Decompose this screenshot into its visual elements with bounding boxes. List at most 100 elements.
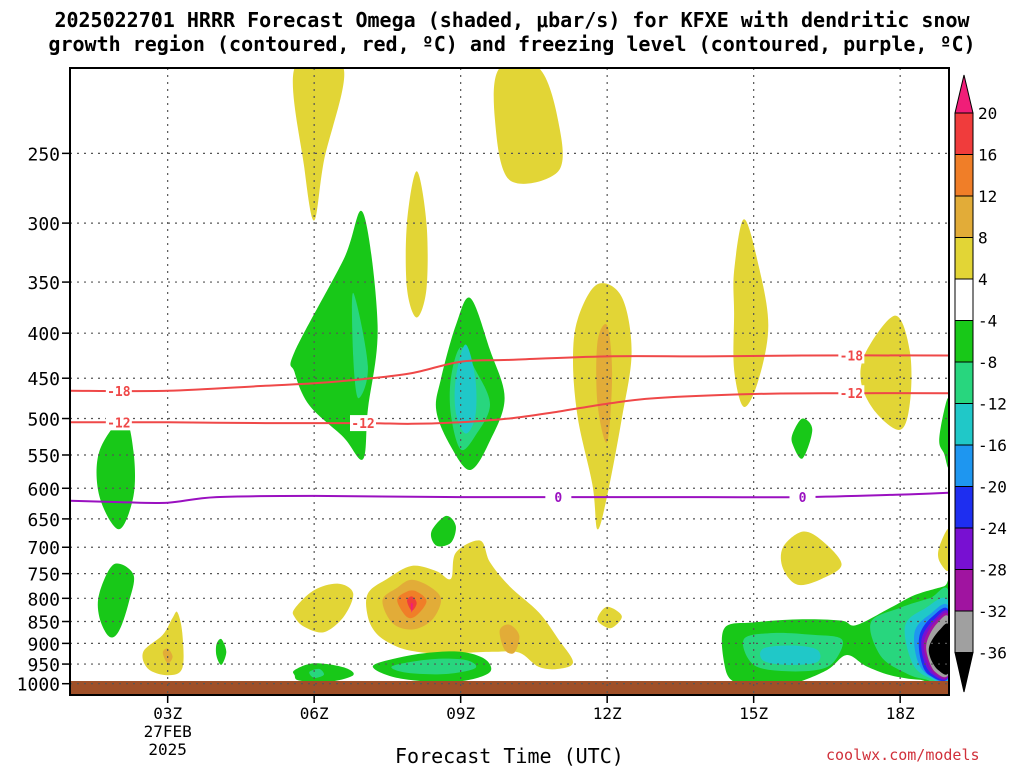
- x-tick-label-06Z: 06Z: [300, 704, 329, 723]
- ground-layer: [70, 681, 949, 695]
- y-tick-label-850: 850: [27, 613, 60, 634]
- omega-region-1: [493, 68, 563, 184]
- omega-region-9: [596, 323, 613, 443]
- chart-title-line-1: 2025022701 HRRR Forecast Omega (shaded, …: [54, 8, 970, 32]
- omega-region-16: [780, 531, 842, 586]
- omega-region-15: [938, 528, 949, 571]
- y-tick-label-900: 900: [27, 634, 60, 655]
- omega-region-22: [292, 583, 354, 633]
- y-tick-label-500: 500: [27, 410, 60, 431]
- colorbar-label-5: -4: [978, 312, 997, 331]
- omega-region-11: [860, 315, 912, 430]
- contour-label-1-2: -12: [840, 387, 863, 402]
- omega-shading: [96, 68, 949, 688]
- colorbar-label-0: 20: [978, 104, 997, 123]
- omega-region-3: [290, 210, 378, 460]
- omega-region-18: [97, 563, 135, 638]
- omega-region-31: [597, 606, 622, 629]
- omega-region-19: [142, 611, 184, 676]
- omega-region-10: [733, 219, 769, 408]
- y-tick-label-250: 250: [27, 144, 60, 165]
- contour-label-bg-2-0: [545, 489, 572, 506]
- contour-label-bg-0-0: [105, 382, 132, 399]
- omega-region-14: [939, 398, 949, 468]
- omega-region-0: [292, 68, 345, 221]
- y-tick-label-750: 750: [27, 565, 60, 586]
- y-tick-label-350: 350: [27, 273, 60, 294]
- colorbar-label-8: -16: [978, 436, 1007, 455]
- colorbar-band-11: [954, 527, 974, 570]
- colorbar-band-2: [954, 154, 974, 197]
- x-tick-label-03Z: 03Z: [153, 704, 182, 723]
- x-date-label: 27FEB: [144, 722, 192, 741]
- colorbar-label-13: -36: [978, 644, 1007, 663]
- contour-line-2: [70, 491, 949, 504]
- omega-region-29: [410, 602, 413, 613]
- colorbar-label-9: -20: [978, 478, 1007, 497]
- y-tick-label-400: 400: [27, 324, 60, 345]
- omega-region-4: [351, 292, 368, 399]
- omega-region-36: [760, 645, 821, 665]
- contour-label-bg-0-1: [838, 347, 865, 364]
- colorbar-band-12: [954, 569, 974, 612]
- plot-frame: [69, 67, 950, 696]
- y-tick-label-1000: 1000: [17, 675, 60, 696]
- y-tick-label-700: 700: [27, 538, 60, 559]
- contour-label-0-1: -18: [840, 349, 864, 364]
- y-tick-label-650: 650: [27, 510, 60, 531]
- contour-label-bg-1-0: [105, 414, 132, 431]
- colorbar-label-10: -24: [978, 519, 1007, 538]
- colorbar-band-4: [954, 237, 974, 280]
- colorbar-bottom-arrow: [954, 652, 974, 693]
- y-tick-label-300: 300: [27, 214, 60, 235]
- contour-label-bg-1-2: [838, 385, 865, 402]
- colorbar-band-13: [954, 610, 974, 653]
- x-tick-label-18Z: 18Z: [886, 704, 915, 723]
- colorbar-label-12: -32: [978, 602, 1007, 621]
- x-year-label: 2025: [148, 740, 187, 759]
- y-tick-label-450: 450: [27, 369, 60, 390]
- colorbar-band-7: [954, 361, 974, 404]
- colorbar-label-11: -28: [978, 561, 1007, 580]
- contour-label-2-1: 0: [799, 491, 807, 506]
- omega-region-2: [405, 171, 428, 318]
- contour-label-bg-1-1: [350, 415, 376, 432]
- colorbar-label-4: 4: [978, 270, 988, 289]
- colorbar-label-6: -8: [978, 353, 997, 372]
- y-tick-label-600: 600: [27, 479, 60, 500]
- chart-title: 2025022701 HRRR Forecast Omega (shaded, …: [0, 8, 1024, 56]
- omega-region-17: [430, 515, 456, 547]
- colorbar-band-8: [954, 403, 974, 446]
- omega-region-25: [366, 540, 573, 670]
- omega-region-21: [215, 638, 227, 665]
- omega-region-13: [791, 418, 813, 459]
- ground-band: [70, 681, 949, 695]
- y-tick-label-800: 800: [27, 589, 60, 610]
- contour-label-1-0: -12: [107, 416, 130, 431]
- contour-line-0: [70, 354, 949, 393]
- colorbar-label-7: -12: [978, 395, 1007, 414]
- contour-lines: -18 -18 -12 -12 -12 0 0: [70, 347, 949, 506]
- colorbar-label-2: 12: [978, 187, 997, 206]
- x-tick-label-15Z: 15Z: [739, 704, 768, 723]
- omega-region-24: [309, 668, 325, 678]
- x-tick-label-12Z: 12Z: [593, 704, 622, 723]
- contour-label-2-0: 0: [554, 491, 562, 506]
- colorbar-band-1: [954, 112, 974, 155]
- y-tick-label-950: 950: [27, 655, 60, 676]
- y-tick-label-550: 550: [27, 446, 60, 467]
- omega-region-33: [391, 658, 477, 675]
- colorbar-band-9: [954, 444, 974, 487]
- omega-region-20: [162, 648, 173, 664]
- y-axis: 2503003504004505005506006507007508008509…: [17, 144, 70, 696]
- contour-label-1-1: -12: [351, 417, 374, 432]
- colorbar-band-6: [954, 320, 974, 363]
- credit-link[interactable]: coolwx.com/models: [826, 746, 980, 764]
- x-axis-label: Forecast Time (UTC): [395, 744, 624, 768]
- colorbar-top-arrow: [954, 74, 974, 114]
- x-tick-label-09Z: 09Z: [446, 704, 475, 723]
- omega-region-44: [928, 623, 949, 675]
- omega-region-12: [96, 418, 136, 530]
